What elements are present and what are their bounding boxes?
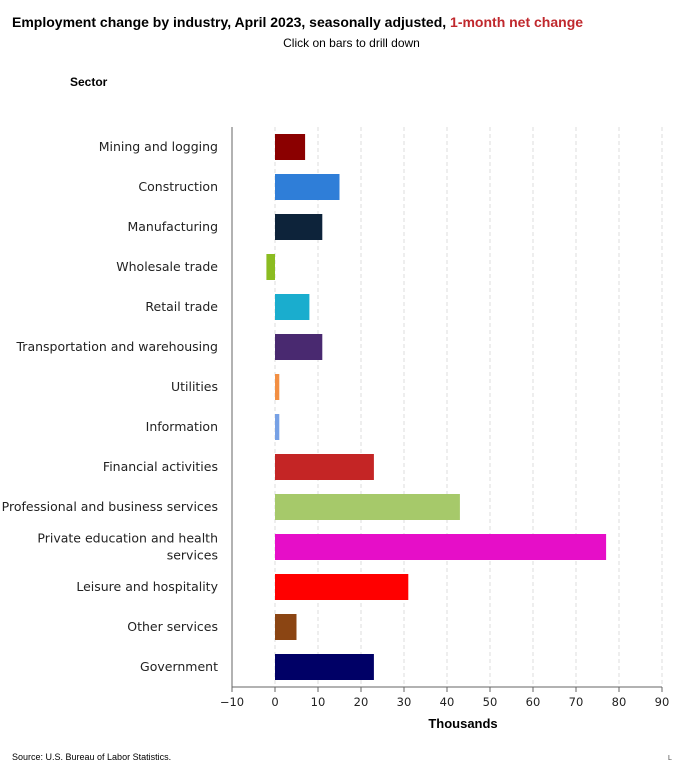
bar[interactable] [275,614,297,640]
category-label: Private education and health services [37,531,218,563]
y-axis-title: Sector [70,75,108,89]
category-label: Mining and logging [99,139,218,154]
category-label: Transportation and warehousing [16,339,219,354]
category-labels: Mining and logging Construction Manufactur… [2,139,219,674]
x-tick-label: 40 [440,695,455,709]
chart-title: Employment change by industry, April 202… [12,14,583,30]
x-tick-label: 20 [354,695,369,709]
bar[interactable] [266,254,275,280]
x-tick-label: 80 [612,695,627,709]
bar[interactable] [275,534,607,560]
x-tick-label: 10 [311,695,326,709]
bar[interactable] [275,174,340,200]
category-label: Construction [138,179,218,194]
chart-subtitle: Click on bars to drill down [283,36,420,50]
bars [266,134,607,680]
bar[interactable] [275,374,280,400]
bar[interactable] [275,134,306,160]
category-label: Financial activities [103,459,218,474]
x-tick-label: 70 [569,695,584,709]
bar[interactable] [275,294,310,320]
category-label: Retail trade [145,299,218,314]
x-tick-labels: −10 0 10 20 30 40 50 60 70 80 90 [220,695,669,709]
category-label: Leisure and hospitality [76,579,218,594]
x-tick-label: 50 [483,695,498,709]
bar[interactable] [275,414,280,440]
bar[interactable] [275,334,323,360]
x-tick-label: 30 [397,695,412,709]
x-tick-label: 0 [271,695,278,709]
bar[interactable] [275,654,374,680]
category-label: Government [140,659,218,674]
x-axis-title: Thousands [428,716,497,731]
axes [231,127,663,692]
category-label: Manufacturing [127,219,218,234]
bar[interactable] [275,494,460,520]
category-label: Information [146,419,218,434]
bar[interactable] [275,454,374,480]
category-label: Professional and business services [2,499,218,514]
chart-title-highlight: 1-month net change [450,14,584,30]
x-tick-label: 60 [526,695,541,709]
corner-mark: L [668,755,672,762]
bar[interactable] [275,574,409,600]
chart-title-main: Employment change by industry, April 202… [12,14,451,30]
category-label: Utilities [171,379,218,394]
x-tick-label: 90 [655,695,670,709]
source-note: Source: U.S. Bureau of Labor Statistics. [12,752,172,762]
bar[interactable] [275,214,323,240]
category-label: Wholesale trade [116,259,218,274]
gridlines [274,127,663,687]
category-label: Other services [127,619,218,634]
x-tick-label: −10 [220,695,244,709]
